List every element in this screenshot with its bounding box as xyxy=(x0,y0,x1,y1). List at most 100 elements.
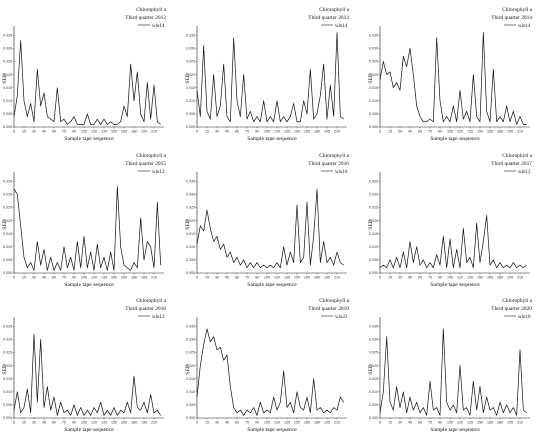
x-tick-label: 105 xyxy=(264,276,270,280)
x-tick-label: 15 xyxy=(205,421,209,425)
y-tick-label: 0.010 xyxy=(3,390,12,394)
y-tick-label: 0.025 xyxy=(3,60,12,64)
y-tick-label: 0.005 xyxy=(369,403,378,407)
x-tick-label: 120 xyxy=(457,421,463,425)
x-tick-label: 165 xyxy=(487,130,493,134)
x-tick-label: 135 xyxy=(101,130,107,134)
x-tick-label: 210 xyxy=(151,130,157,134)
y-tick-label: 0.000 xyxy=(186,125,195,129)
x-tick-label: 105 xyxy=(81,421,87,425)
x-tick-label: 120 xyxy=(91,276,97,280)
y-tick-label: 0.005 xyxy=(186,112,195,116)
legend-label: win12 xyxy=(152,315,165,320)
x-tick-label: 15 xyxy=(22,130,26,134)
y-tick-label: 0.000 xyxy=(3,125,12,129)
y-tick-label: 0.020 xyxy=(369,73,378,77)
chart-subtitle: Third quarter 2017 xyxy=(491,161,532,167)
y-tick-label: 0.015 xyxy=(3,377,12,381)
y-tick-label: 0.005 xyxy=(186,403,195,407)
y-tick-label: 0.010 xyxy=(186,390,195,394)
x-tick-label: 135 xyxy=(284,421,290,425)
x-tick-label: 135 xyxy=(284,276,290,280)
x-axis-label: Sample tape sequence xyxy=(64,282,114,288)
x-tick-label: 150 xyxy=(477,130,483,134)
chart-subtitle: Third quarter 2013 xyxy=(308,15,349,21)
x-tick-label: 165 xyxy=(304,276,310,280)
x-tick-label: 30 xyxy=(398,276,402,280)
x-tick-label: 75 xyxy=(62,421,66,425)
chart-title: Chlorophyll a xyxy=(136,7,166,13)
x-tick-label: 75 xyxy=(245,130,249,134)
y-tick-label: 0.035 xyxy=(186,179,195,183)
x-tick-label: 105 xyxy=(81,130,87,134)
legend-label: win14 xyxy=(335,24,348,29)
chart-panel: 0 15 30 45 60 75 90 105 120 135 150 165 180 195 210 0.0… xyxy=(368,298,533,433)
y-tick-label: 0.035 xyxy=(369,33,378,37)
chart-subtitle: Third quarter 2019 xyxy=(308,306,349,312)
x-tick-label: 165 xyxy=(304,130,310,134)
legend-label: win22 xyxy=(335,315,348,320)
y-tick-label: 0.020 xyxy=(186,73,195,77)
y-tick-label: 0.010 xyxy=(369,245,378,249)
y-axis-label: SED xyxy=(368,364,374,375)
x-tick-label: 180 xyxy=(131,130,137,134)
y-tick-label: 0.010 xyxy=(3,245,12,249)
x-tick-label: 210 xyxy=(517,130,523,134)
chart-panel: 0 15 30 45 60 75 90 105 120 135 150 165 180 195 210 0.0… xyxy=(2,298,167,433)
x-tick-label: 60 xyxy=(235,421,239,425)
chart-title: Chlorophyll a xyxy=(502,7,532,13)
x-tick-label: 135 xyxy=(467,421,473,425)
x-tick-label: 45 xyxy=(42,130,46,134)
chart-title: Chlorophyll a xyxy=(319,153,349,159)
x-tick-label: 120 xyxy=(274,130,280,134)
x-tick-label: 90 xyxy=(255,130,259,134)
legend-label: win12 xyxy=(152,170,165,175)
y-tick-label: 0.035 xyxy=(3,324,12,328)
x-tick-label: 105 xyxy=(447,421,453,425)
x-axis-label: Sample tape sequence xyxy=(430,427,480,433)
y-tick-label: 0.015 xyxy=(186,377,195,381)
y-tick-label: 0.015 xyxy=(369,377,378,381)
x-tick-label: 15 xyxy=(388,276,392,280)
y-tick-label: 0.020 xyxy=(186,364,195,368)
x-tick-label: 45 xyxy=(225,130,229,134)
y-tick-label: 0.010 xyxy=(369,99,378,103)
x-tick-label: 15 xyxy=(205,130,209,134)
chart-title: Chlorophyll a xyxy=(319,298,349,304)
x-tick-label: 210 xyxy=(517,421,523,425)
x-tick-label: 60 xyxy=(52,130,56,134)
chart-title: Chlorophyll a xyxy=(136,298,166,304)
x-tick-label: 135 xyxy=(467,276,473,280)
x-tick-label: 45 xyxy=(408,130,412,134)
x-tick-label: 195 xyxy=(507,130,513,134)
x-tick-label: 180 xyxy=(497,421,503,425)
x-tick-label: 0 xyxy=(379,421,381,425)
y-tick-label: 0.020 xyxy=(3,219,12,223)
y-tick-label: 0.005 xyxy=(369,258,378,262)
x-tick-label: 195 xyxy=(507,276,513,280)
y-axis-label: SED xyxy=(185,73,191,84)
x-tick-label: 75 xyxy=(428,130,432,134)
chart-title: Chlorophyll a xyxy=(502,153,532,159)
x-tick-label: 15 xyxy=(388,130,392,134)
y-axis-label: SED xyxy=(2,364,8,375)
y-tick-label: 0.000 xyxy=(186,416,195,420)
x-tick-label: 180 xyxy=(314,421,320,425)
chart-subtitle: Third quarter 2018 xyxy=(125,306,166,312)
x-tick-label: 150 xyxy=(294,276,300,280)
x-axis-label: Sample tape sequence xyxy=(430,136,480,142)
series-line xyxy=(379,214,527,269)
x-tick-label: 210 xyxy=(151,421,157,425)
y-tick-label: 0.000 xyxy=(3,416,12,420)
x-tick-label: 60 xyxy=(235,276,239,280)
x-tick-label: 0 xyxy=(13,130,15,134)
chart-subtitle: Third quarter 2014 xyxy=(491,15,532,21)
x-tick-label: 210 xyxy=(334,421,340,425)
y-tick-label: 0.005 xyxy=(3,112,12,116)
y-tick-label: 0.015 xyxy=(369,232,378,236)
y-axis-label: SED xyxy=(2,219,8,230)
x-tick-label: 75 xyxy=(62,130,66,134)
x-tick-label: 180 xyxy=(131,421,137,425)
x-tick-label: 120 xyxy=(457,130,463,134)
